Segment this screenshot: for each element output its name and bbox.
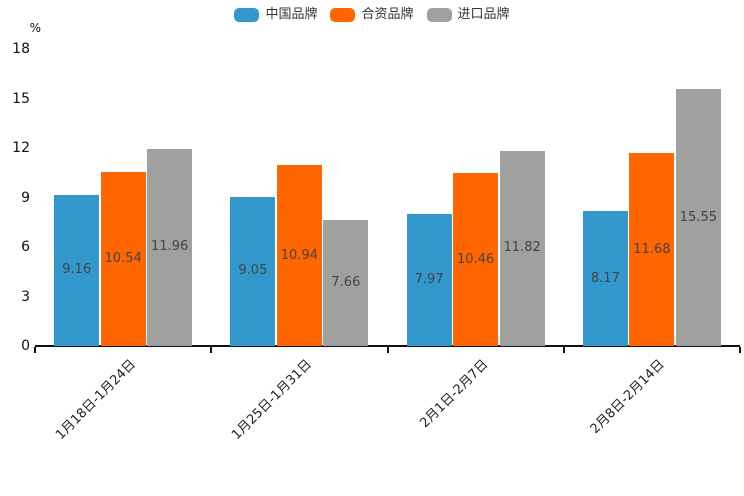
y-axis-tick-label: 18 bbox=[12, 41, 30, 57]
legend-marker-icon bbox=[330, 8, 356, 22]
bar-合资品牌-3[interactable] bbox=[453, 173, 499, 346]
bar-中国品牌-3[interactable] bbox=[406, 214, 452, 346]
x-axis-tick-mark bbox=[34, 347, 36, 353]
bar-合资品牌-4[interactable] bbox=[629, 153, 675, 346]
y-axis-tick-label: 6 bbox=[21, 239, 30, 255]
bar-合资品牌-2[interactable] bbox=[276, 165, 322, 346]
legend-marker-icon bbox=[234, 8, 260, 22]
legend-item-label: 中国品牌 bbox=[265, 7, 318, 22]
legend-marker-icon bbox=[426, 8, 452, 22]
x-axis-category-label: 2月8日-2月14日 bbox=[587, 357, 668, 437]
bar-进口品牌-3[interactable] bbox=[499, 150, 545, 346]
bar-中国品牌-4[interactable] bbox=[582, 211, 628, 346]
legend-item-label: 进口品牌 bbox=[457, 7, 510, 22]
y-axis-tick-label: 12 bbox=[12, 140, 30, 156]
y-axis-tick-label: 9 bbox=[21, 189, 30, 206]
y-axis-tick-label: 0 bbox=[21, 338, 30, 354]
bar-进口品牌-4[interactable] bbox=[675, 89, 721, 346]
legend: 中国品牌 合资品牌 进口品牌 bbox=[0, 7, 744, 23]
x-axis-category-label: 1月18日-1月24日 bbox=[52, 357, 139, 443]
bar-中国品牌-2[interactable] bbox=[230, 196, 276, 346]
y-axis-unit-label: % bbox=[29, 21, 41, 35]
bar-合资品牌-1[interactable] bbox=[100, 172, 146, 346]
x-axis-tick-mark bbox=[562, 347, 565, 353]
y-axis-tick-label: 3 bbox=[21, 288, 30, 305]
x-axis-line bbox=[35, 345, 740, 347]
x-axis-tick-mark bbox=[386, 347, 389, 353]
legend-item-3[interactable]: 进口品牌 bbox=[426, 7, 510, 23]
legend-item-1[interactable]: 中国品牌 bbox=[234, 7, 317, 23]
bar-进口品牌-2[interactable] bbox=[323, 219, 369, 346]
x-axis-category-label: 1月25日-1月31日 bbox=[229, 357, 315, 443]
legend-item-label: 合资品牌 bbox=[361, 7, 414, 22]
x-axis-tick-mark bbox=[210, 347, 213, 353]
bar-中国品牌-1[interactable] bbox=[54, 194, 100, 346]
legend-item-2[interactable]: 合资品牌 bbox=[330, 7, 414, 23]
bar-进口品牌-1[interactable] bbox=[147, 148, 193, 346]
y-axis-tick-label: 15 bbox=[12, 90, 30, 107]
x-axis-category-label: 2月1日-2月7日 bbox=[417, 357, 492, 432]
x-axis-tick-mark bbox=[739, 347, 741, 353]
